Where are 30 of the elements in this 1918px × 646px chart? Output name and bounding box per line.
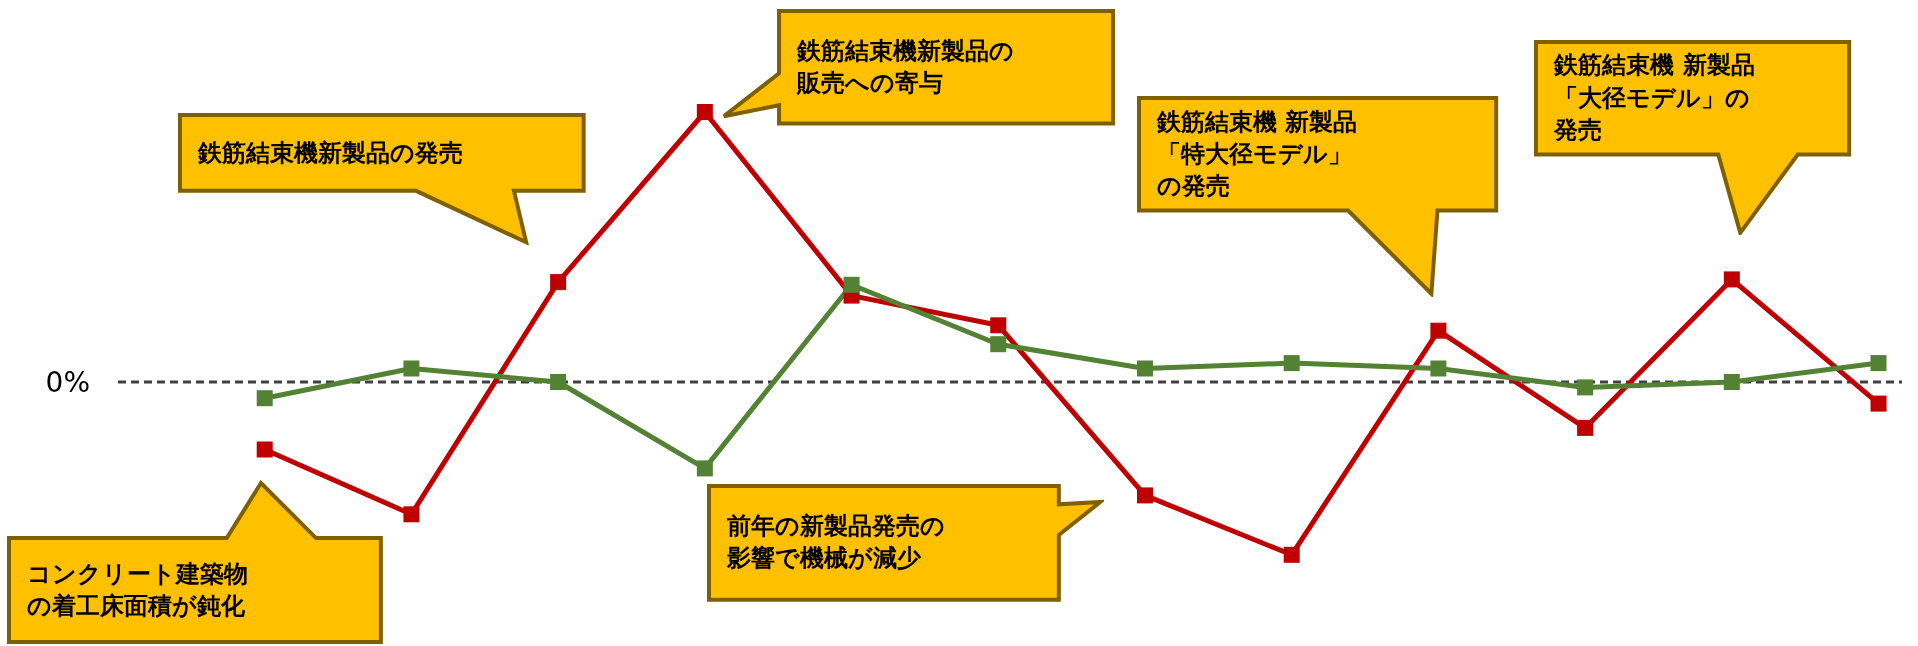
point bbox=[1723, 374, 1740, 390]
point bbox=[403, 360, 420, 377]
point bbox=[696, 104, 713, 120]
point bbox=[990, 336, 1007, 353]
annotation: 鉄筋結束機 新製品「特大径モデル」の発売 bbox=[1156, 106, 1359, 203]
point bbox=[843, 276, 860, 293]
point bbox=[256, 390, 273, 407]
point bbox=[550, 274, 567, 291]
point bbox=[550, 374, 567, 390]
point bbox=[1870, 395, 1887, 412]
point bbox=[1430, 360, 1447, 377]
annotation: 前年の新製品発売の影響で機械が減少 bbox=[727, 511, 947, 575]
point bbox=[1577, 419, 1594, 436]
annotation: 鉄筋結束機 新製品「大径モデル」の発売 bbox=[1554, 50, 1756, 147]
annotation: 鉄筋結束機新製品の発売 bbox=[197, 137, 463, 169]
point bbox=[1136, 487, 1153, 504]
point bbox=[256, 441, 273, 458]
point bbox=[1870, 355, 1887, 372]
point bbox=[403, 506, 420, 523]
point bbox=[1283, 355, 1300, 372]
point bbox=[1577, 379, 1594, 396]
point bbox=[1283, 546, 1300, 563]
point bbox=[1723, 271, 1740, 288]
point bbox=[990, 317, 1007, 334]
point bbox=[1430, 322, 1447, 339]
ref-line-label: 0% bbox=[45, 365, 90, 399]
text: 鉄筋結束機新製品の販売への寄与 bbox=[797, 35, 1016, 100]
text: コンクリート建築物の着工床面積が鈍化 bbox=[26, 558, 249, 623]
point bbox=[696, 460, 713, 477]
point bbox=[1136, 360, 1153, 377]
